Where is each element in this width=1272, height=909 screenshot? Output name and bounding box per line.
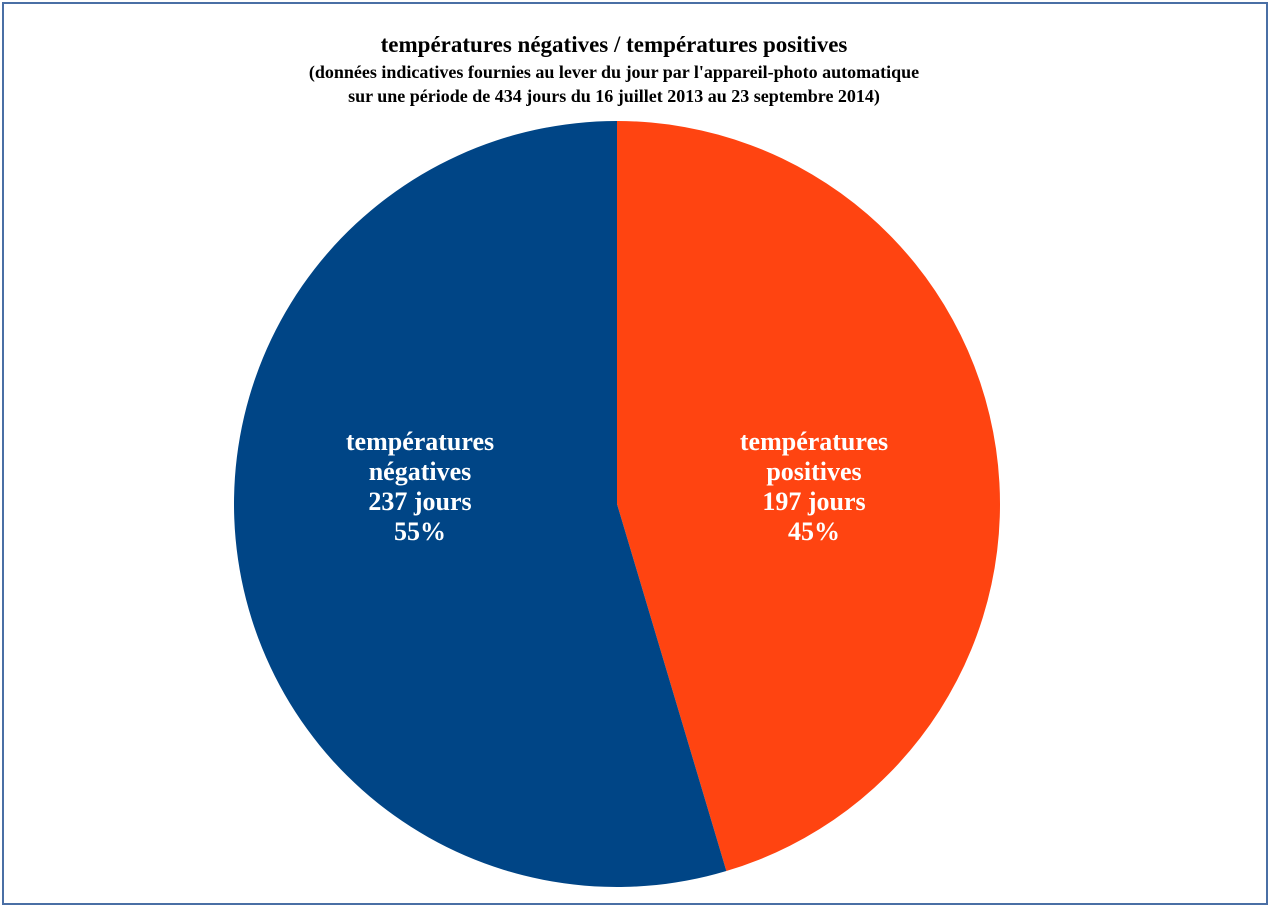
pie-slice-label-line: températures [346,427,494,456]
pie-slice-label-line: 237 jours [368,487,471,516]
pie-slice-1 [234,121,727,887]
pie-slice-label-line: positives [766,457,861,486]
chart-title: températures négatives / températures po… [380,32,848,57]
chart-titles: températures négatives / températures po… [0,30,1228,108]
pie-slice-0 [617,121,1001,872]
pie-slice-label-line: 45% [788,517,840,546]
pie-slice-label-line: 197 jours [762,487,865,516]
pie-slice-label-line: 55% [394,517,446,546]
pie-slice-label-line: températures [740,427,888,456]
chart-subtitle-line-1: (données indicatives fournies au lever d… [308,62,920,82]
chart-subtitle-line-2: sur une période de 434 jours du 16 juill… [348,86,880,106]
pie-slice-label-1: températures négatives 237 jours 55% [346,427,494,546]
pie-slice-label-line: négatives [369,457,472,486]
pie-slice-label-0: températures positives 197 jours 45% [740,427,888,546]
